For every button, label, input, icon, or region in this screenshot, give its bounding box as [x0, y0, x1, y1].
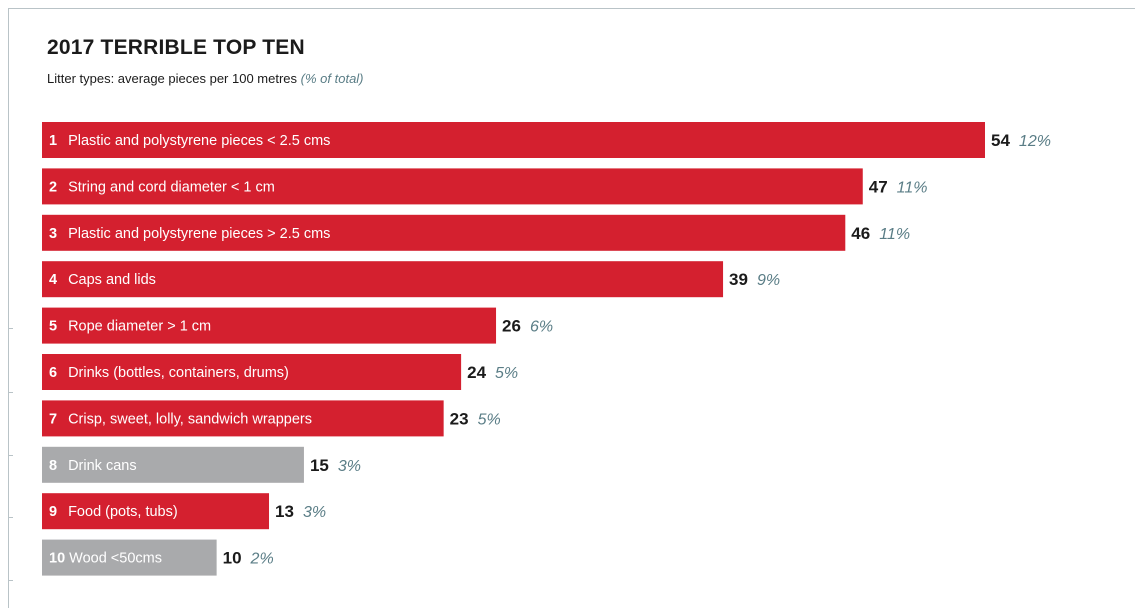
bar-rank: 8 — [49, 458, 57, 474]
bar — [42, 214, 846, 251]
subtitle-text: Litter types: average pieces per 100 met… — [47, 71, 298, 86]
chart-frame — [8, 8, 1135, 608]
bar-label: 2 String and cord diameter < 1 cm — [49, 179, 275, 195]
percent-label: 5% — [495, 365, 518, 382]
frame-tick — [8, 580, 13, 581]
bar-label: 10 Wood <50cms — [49, 551, 162, 567]
bar-label: 5 Rope diameter > 1 cm — [49, 319, 211, 335]
value-label: 46 — [851, 224, 870, 243]
value-label: 47 — [869, 177, 888, 196]
bar — [42, 446, 304, 483]
value-label: 23 — [450, 409, 469, 428]
percent-label: 6% — [530, 319, 553, 336]
percent-label: 12% — [1019, 133, 1051, 150]
value-label: 13 — [275, 502, 294, 521]
percent-label: 3% — [338, 458, 361, 475]
value-label: 15 — [310, 456, 329, 475]
bar-rank: 1 — [49, 133, 57, 149]
frame-tick — [8, 517, 13, 518]
bar-category: Plastic and polystyrene pieces > 2.5 cms — [68, 226, 330, 242]
chart-title: 2017 TERRIBLE TOP TEN — [47, 36, 305, 59]
bar-rank: 9 — [49, 504, 57, 520]
bar-rank: 3 — [49, 226, 57, 242]
frame-tick — [8, 392, 13, 393]
bar-category: Plastic and polystyrene pieces < 2.5 cms — [68, 133, 330, 149]
bar — [42, 539, 217, 576]
bar-rank: 4 — [49, 272, 57, 288]
bar-rank: 2 — [49, 179, 57, 195]
bar-rank: 6 — [49, 365, 57, 381]
bar — [42, 307, 497, 344]
bar-category: Crisp, sweet, lolly, sandwich wrappers — [68, 411, 312, 427]
bar-rank: 7 — [49, 411, 57, 427]
bar-label: 9 Food (pots, tubs) — [49, 504, 178, 520]
bar-label: 8 Drink cans — [49, 458, 137, 474]
percent-label: 3% — [303, 504, 326, 521]
chart-subtitle: Litter types: average pieces per 100 met… — [47, 71, 364, 86]
bar-category: Wood <50cms — [69, 551, 162, 567]
value-label: 39 — [729, 270, 748, 289]
percent-label: 5% — [478, 411, 501, 428]
bar — [42, 354, 462, 390]
bar-label: 1 Plastic and polystyrene pieces < 2.5 cm… — [49, 133, 330, 149]
bar-category: Caps and lids — [68, 272, 156, 288]
bar-category: Rope diameter > 1 cm — [68, 319, 211, 335]
value-label: 26 — [502, 317, 521, 336]
bar — [42, 400, 444, 437]
value-label: 24 — [467, 363, 486, 382]
bar-category: Food (pots, tubs) — [68, 504, 178, 520]
percent-label: 11% — [897, 179, 928, 196]
bar — [42, 122, 985, 158]
bar-category: String and cord diameter < 1 cm — [68, 179, 275, 195]
bar — [42, 261, 724, 298]
subtitle-note: (% of total) — [300, 71, 364, 86]
bar-category: Drink cans — [68, 458, 137, 474]
bar — [42, 168, 863, 205]
bar-label: 3 Plastic and polystyrene pieces > 2.5 cm… — [49, 226, 330, 242]
bar-label: 6 Drinks (bottles, containers, drums) — [49, 365, 289, 381]
bar-rank: 10 — [49, 551, 65, 567]
bar-label: 4 Caps and lids — [49, 272, 156, 288]
value-label: 54 — [991, 131, 1010, 150]
value-label: 10 — [223, 549, 242, 568]
percent-label: 2% — [250, 551, 274, 568]
percent-label: 9% — [757, 272, 780, 289]
bar — [42, 493, 270, 530]
bar-category: Drinks (bottles, containers, drums) — [68, 365, 289, 381]
bar-rank: 5 — [49, 319, 57, 335]
frame-tick — [8, 328, 13, 329]
bar-label: 7 Crisp, sweet, lolly, sandwich wrappers — [49, 411, 312, 427]
percent-label: 11% — [879, 226, 910, 243]
frame-tick — [8, 455, 13, 456]
